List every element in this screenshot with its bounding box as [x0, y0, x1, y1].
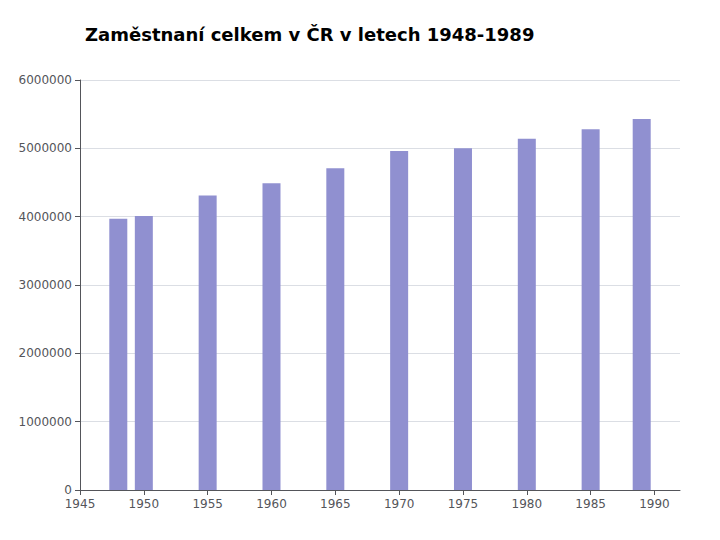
- svg-text:1965: 1965: [320, 497, 351, 511]
- svg-text:5000000: 5000000: [19, 141, 72, 155]
- svg-text:1990: 1990: [639, 497, 670, 511]
- svg-text:1970: 1970: [384, 497, 415, 511]
- svg-text:3000000: 3000000: [19, 278, 72, 292]
- svg-text:6000000: 6000000: [19, 73, 72, 87]
- svg-text:1955: 1955: [192, 497, 223, 511]
- svg-text:1975: 1975: [448, 497, 479, 511]
- svg-text:1985: 1985: [575, 497, 606, 511]
- svg-text:Zaměstnaní celkem v ČR v letec: Zaměstnaní celkem v ČR v letech 1948-198…: [85, 24, 534, 45]
- svg-text:2000000: 2000000: [19, 346, 72, 360]
- svg-text:1980: 1980: [512, 497, 543, 511]
- svg-text:1950: 1950: [129, 497, 160, 511]
- svg-text:4000000: 4000000: [19, 210, 72, 224]
- svg-text:0: 0: [64, 483, 72, 497]
- svg-text:1960: 1960: [256, 497, 287, 511]
- svg-text:1945: 1945: [65, 497, 96, 511]
- svg-text:1000000: 1000000: [19, 415, 72, 429]
